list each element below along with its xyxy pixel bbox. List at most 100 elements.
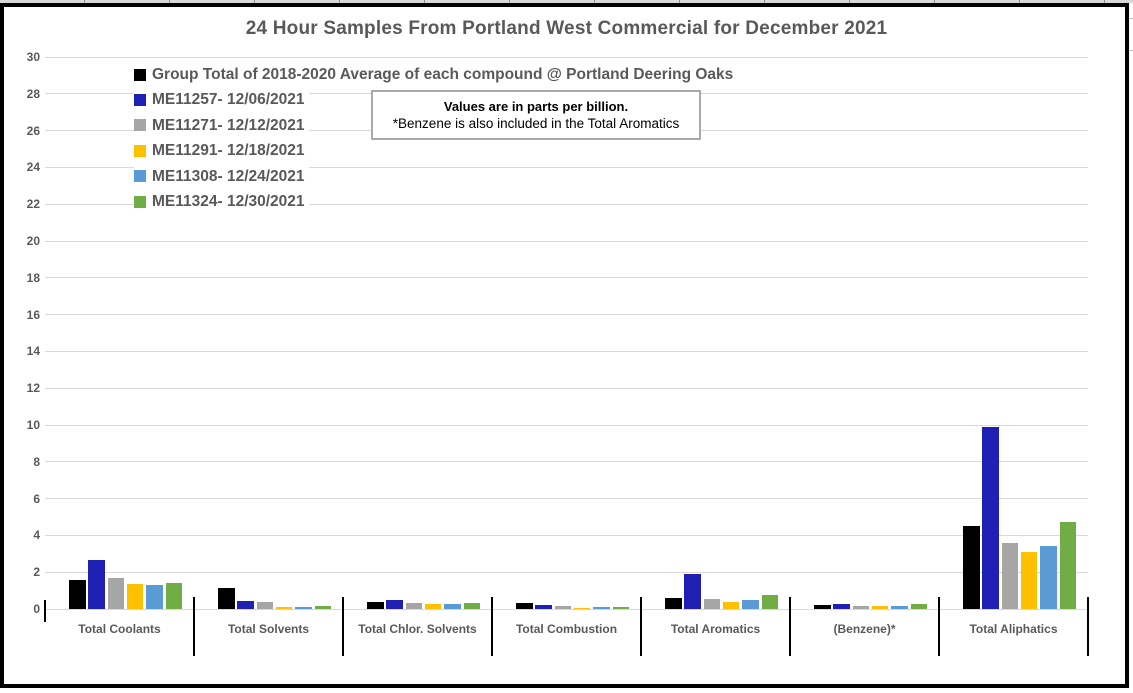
bar[interactable] <box>146 585 163 609</box>
gridline <box>45 56 1088 58</box>
y-axis-tick-label: 8 <box>33 454 40 469</box>
bar[interactable] <box>256 601 274 609</box>
bar[interactable] <box>963 526 980 609</box>
legend-item[interactable]: ME11324- 12/30/2021 <box>134 191 309 212</box>
x-axis-category-label: Total Aliphatics <box>969 622 1058 636</box>
bar[interactable] <box>554 606 572 609</box>
legend-swatch <box>134 144 146 157</box>
bar[interactable] <box>237 600 254 609</box>
bar[interactable] <box>1059 521 1076 609</box>
legend-item[interactable]: ME11257- 12/06/2021 <box>134 89 309 111</box>
gridline <box>45 571 1088 573</box>
x-axis-category-label: Total Chlor. Solvents <box>358 622 477 636</box>
bar[interactable] <box>833 604 850 609</box>
legend-swatch <box>134 119 146 132</box>
bar[interactable] <box>165 583 182 609</box>
bar[interactable] <box>593 607 610 609</box>
y-axis-tick-label: 26 <box>26 123 40 138</box>
category-separator-tick <box>491 597 493 656</box>
legend-label: ME11308- 12/24/2021 <box>152 167 305 185</box>
bar[interactable] <box>444 604 461 609</box>
chart-title[interactable]: 24 Hour Samples From Portland West Comme… <box>245 18 888 39</box>
bar[interactable] <box>424 604 442 609</box>
bar[interactable] <box>722 601 740 609</box>
legend-label: ME11271- 12/12/2021 <box>152 116 305 134</box>
y-axis-tick-label: 18 <box>26 270 40 285</box>
legend-item[interactable]: ME11291- 12/18/2021 <box>134 140 309 162</box>
legend-label: ME11324- 12/30/2021 <box>152 193 305 210</box>
bar[interactable] <box>107 577 125 609</box>
y-axis-tick-label: 22 <box>26 197 40 212</box>
bar[interactable] <box>535 605 552 609</box>
y-axis-tick-label: 12 <box>26 381 40 396</box>
gridline <box>45 277 1088 279</box>
x-axis-category-label: Total Solvents <box>227 622 310 636</box>
bar[interactable] <box>761 595 778 609</box>
legend-label: ME11257- 12/06/2021 <box>152 91 305 109</box>
y-axis-tick-label: 30 <box>26 50 40 64</box>
gridline <box>45 534 1088 536</box>
legend-label: Group Total of 2018-2020 Average of each… <box>152 66 734 83</box>
bar[interactable] <box>218 587 235 609</box>
bar[interactable] <box>573 608 591 609</box>
bar[interactable] <box>314 606 331 609</box>
y-axis-tick-label: 16 <box>26 307 40 322</box>
spreadsheet-row-strip <box>0 0 1133 3</box>
bar[interactable] <box>814 605 831 609</box>
legend-swatch <box>134 195 146 208</box>
bar[interactable] <box>405 603 423 609</box>
gridline <box>45 608 1088 610</box>
bar[interactable] <box>1040 545 1057 609</box>
y-axis-tick-label: 14 <box>26 344 40 359</box>
spreadsheet-gridline-fragment <box>1128 50 1133 51</box>
y-axis-tick-label: 24 <box>26 160 40 175</box>
category-separator-tick <box>1087 597 1089 656</box>
bar[interactable] <box>88 560 105 609</box>
legend-item[interactable]: ME11271- 12/12/2021 <box>134 114 309 136</box>
bar[interactable] <box>275 607 293 609</box>
legend-item[interactable]: ME11308- 12/24/2021 <box>134 165 309 187</box>
annotation-text-box[interactable]: Values are in parts per billion. *Benzen… <box>371 90 701 140</box>
bar[interactable] <box>463 603 480 609</box>
legend-swatch <box>134 68 146 81</box>
bar[interactable] <box>1020 551 1038 609</box>
bar[interactable] <box>703 598 721 609</box>
y-axis-origin-tick <box>44 600 46 622</box>
bar[interactable] <box>982 426 999 609</box>
bar[interactable] <box>126 584 144 609</box>
bar[interactable] <box>516 603 533 609</box>
x-axis-category-label: Total Aromatics <box>670 622 761 636</box>
bar[interactable] <box>386 599 403 609</box>
gridline <box>45 424 1088 426</box>
bar[interactable] <box>852 606 870 609</box>
annotation-line-2: *Benzene is also included in the Total A… <box>392 116 680 131</box>
category-separator-tick <box>640 597 642 656</box>
bar[interactable] <box>1001 542 1019 609</box>
bar[interactable] <box>910 604 927 609</box>
legend-swatch <box>134 170 146 183</box>
legend-item[interactable]: Group Total of 2018-2020 Average of each… <box>134 64 738 85</box>
annotation-line-1: Values are in parts per billion. <box>443 99 629 114</box>
bar[interactable] <box>684 574 701 609</box>
x-axis-category-label: Total Combustion <box>515 622 618 636</box>
legend-label: ME11291- 12/18/2021 <box>152 142 305 160</box>
gridline <box>45 203 1088 205</box>
bar[interactable] <box>612 606 629 609</box>
category-separator-tick <box>789 597 791 656</box>
bar[interactable] <box>665 597 682 609</box>
legend-swatch <box>134 93 146 106</box>
bar[interactable] <box>871 606 889 609</box>
gridline <box>45 350 1088 352</box>
x-axis-category-label: (Benzene)* <box>833 622 896 636</box>
bar[interactable] <box>295 607 312 609</box>
y-axis-tick-label: 0 <box>33 602 40 616</box>
bar[interactable] <box>742 599 759 609</box>
bar[interactable] <box>891 606 908 609</box>
bar[interactable] <box>367 601 384 609</box>
y-axis-tick-label: 6 <box>33 491 40 506</box>
category-separator-tick <box>193 597 195 656</box>
bar[interactable] <box>69 580 86 609</box>
y-axis-tick-label: 10 <box>26 418 40 432</box>
y-axis-tick-label: 28 <box>26 86 40 101</box>
